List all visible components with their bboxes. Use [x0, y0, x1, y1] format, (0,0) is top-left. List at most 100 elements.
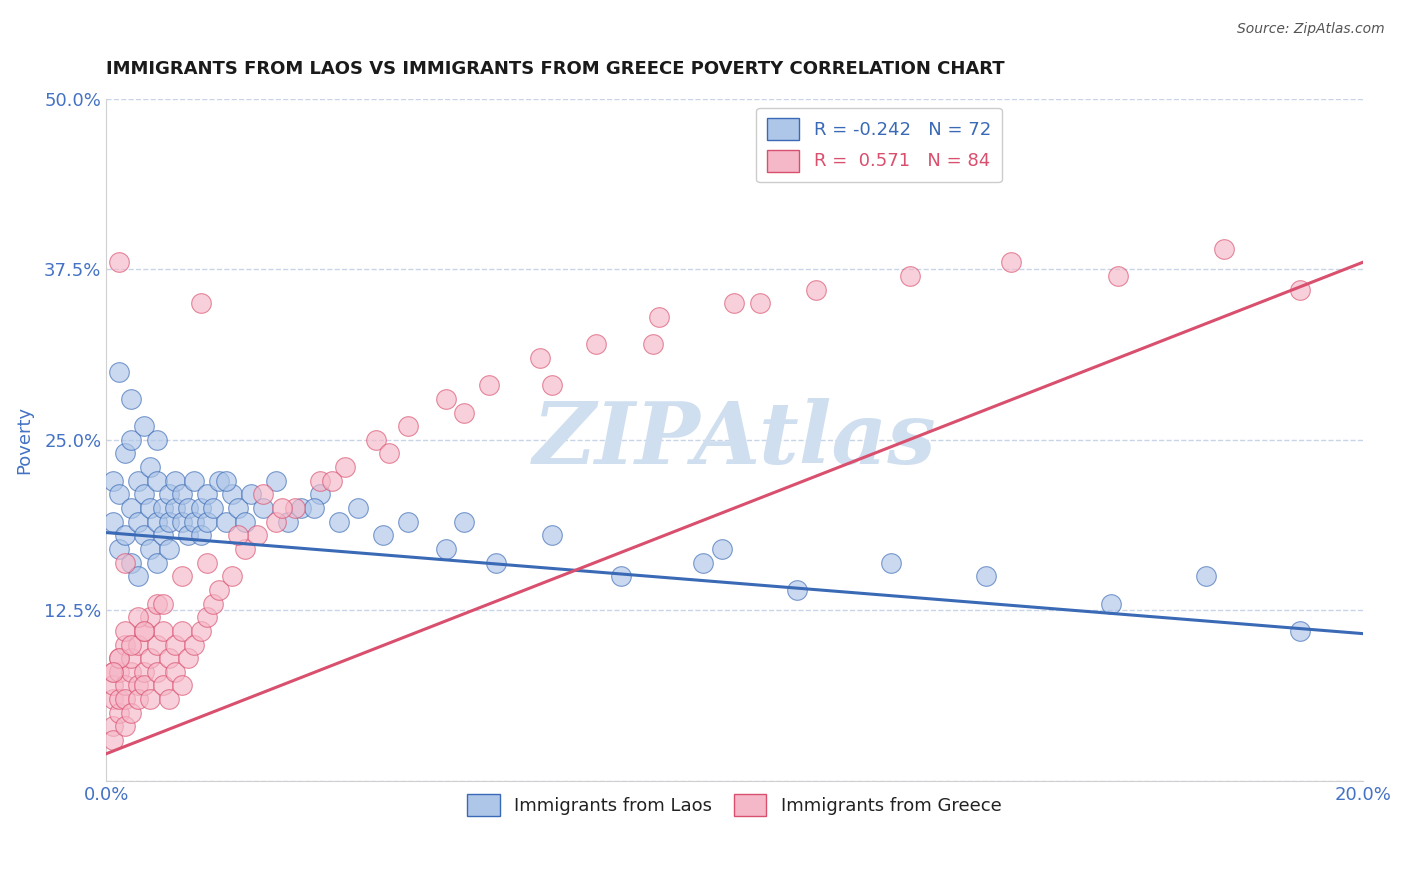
Point	[786, 582, 808, 597]
Point	[101, 678, 124, 692]
Point	[485, 556, 508, 570]
Point	[108, 365, 131, 379]
Point	[226, 501, 249, 516]
Point	[692, 556, 714, 570]
Point	[226, 528, 249, 542]
Point	[221, 569, 243, 583]
Point	[145, 556, 167, 570]
Point	[302, 501, 325, 516]
Point	[121, 392, 143, 406]
Point	[478, 378, 501, 392]
Point	[346, 501, 368, 516]
Point	[195, 515, 218, 529]
Point	[648, 310, 671, 324]
Point	[277, 515, 299, 529]
Point	[723, 296, 745, 310]
Point	[101, 719, 124, 733]
Point	[139, 692, 162, 706]
Point	[371, 528, 394, 542]
Point	[195, 610, 218, 624]
Point	[101, 474, 124, 488]
Point	[101, 665, 124, 679]
Point	[252, 501, 274, 516]
Point	[170, 624, 193, 638]
Point	[290, 501, 312, 516]
Point	[132, 624, 155, 638]
Point	[233, 515, 256, 529]
Point	[1000, 255, 1022, 269]
Point	[121, 638, 143, 652]
Point	[170, 569, 193, 583]
Point	[453, 405, 475, 419]
Point	[1288, 624, 1310, 638]
Point	[127, 569, 149, 583]
Point	[309, 487, 332, 501]
Point	[157, 487, 180, 501]
Point	[139, 460, 162, 475]
Legend: Immigrants from Laos, Immigrants from Greece: Immigrants from Laos, Immigrants from Gr…	[460, 787, 1010, 823]
Point	[121, 665, 143, 679]
Point	[190, 528, 212, 542]
Point	[145, 638, 167, 652]
Point	[1099, 597, 1122, 611]
Point	[396, 419, 419, 434]
Point	[127, 678, 149, 692]
Point	[101, 692, 124, 706]
Point	[139, 541, 162, 556]
Point	[170, 678, 193, 692]
Point	[190, 296, 212, 310]
Point	[108, 692, 131, 706]
Point	[183, 474, 205, 488]
Point	[434, 541, 457, 556]
Point	[127, 474, 149, 488]
Point	[215, 474, 238, 488]
Point	[170, 487, 193, 501]
Point	[610, 569, 633, 583]
Point	[378, 446, 401, 460]
Point	[132, 528, 155, 542]
Point	[121, 501, 143, 516]
Point	[177, 501, 200, 516]
Point	[239, 487, 262, 501]
Point	[246, 528, 269, 542]
Point	[114, 719, 136, 733]
Point	[233, 541, 256, 556]
Point	[152, 624, 174, 638]
Point	[208, 582, 231, 597]
Point	[165, 501, 187, 516]
Point	[284, 501, 307, 516]
Point	[101, 515, 124, 529]
Point	[165, 665, 187, 679]
Text: IMMIGRANTS FROM LAOS VS IMMIGRANTS FROM GREECE POVERTY CORRELATION CHART: IMMIGRANTS FROM LAOS VS IMMIGRANTS FROM …	[107, 60, 1005, 78]
Point	[541, 378, 564, 392]
Point	[127, 515, 149, 529]
Point	[434, 392, 457, 406]
Point	[121, 706, 143, 720]
Point	[974, 569, 997, 583]
Point	[121, 433, 143, 447]
Point	[264, 474, 287, 488]
Point	[183, 638, 205, 652]
Point	[132, 665, 155, 679]
Point	[145, 433, 167, 447]
Point	[127, 692, 149, 706]
Point	[132, 678, 155, 692]
Point	[453, 515, 475, 529]
Point	[114, 528, 136, 542]
Point	[157, 515, 180, 529]
Point	[264, 515, 287, 529]
Point	[898, 268, 921, 283]
Point	[145, 515, 167, 529]
Point	[321, 474, 343, 488]
Point	[170, 515, 193, 529]
Point	[215, 515, 238, 529]
Point	[152, 597, 174, 611]
Point	[139, 610, 162, 624]
Point	[114, 678, 136, 692]
Point	[880, 556, 903, 570]
Point	[396, 515, 419, 529]
Point	[1194, 569, 1216, 583]
Point	[1107, 268, 1129, 283]
Point	[108, 255, 131, 269]
Point	[114, 624, 136, 638]
